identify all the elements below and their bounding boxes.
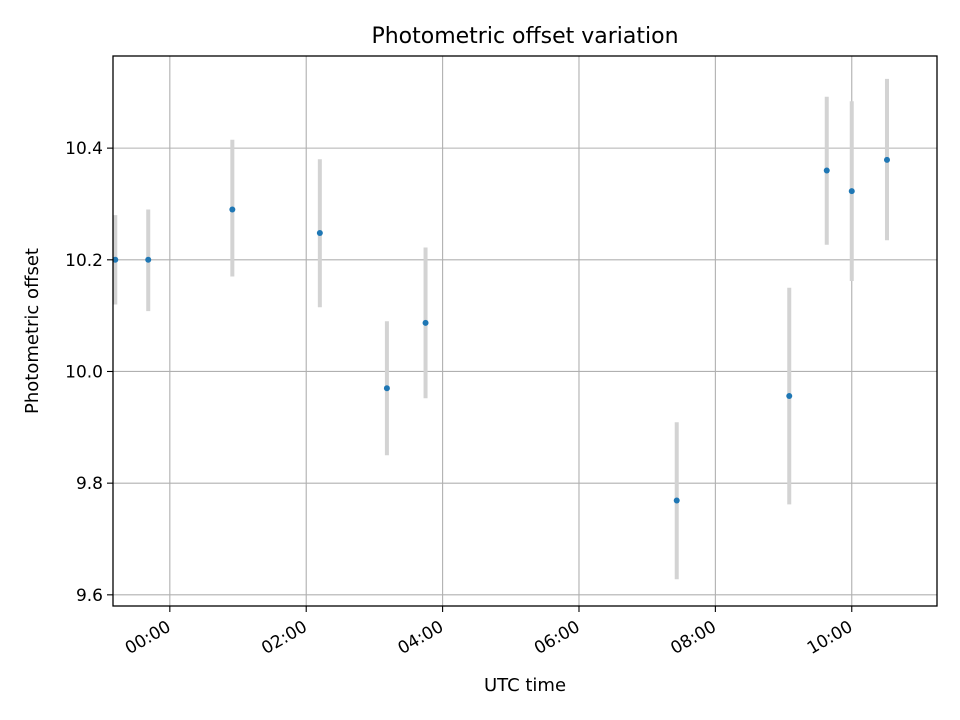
data-point [316, 230, 323, 237]
data-point [229, 206, 236, 213]
y-axis-label: Photometric offset [22, 248, 43, 414]
data-point [383, 385, 390, 392]
chart-title: Photometric offset variation [371, 24, 678, 49]
y-tick-label: 10.0 [65, 362, 103, 382]
data-point [883, 156, 890, 163]
data-point [673, 497, 680, 504]
plot-frame [112, 55, 938, 607]
data-point [422, 319, 429, 326]
data-point [848, 188, 855, 195]
data-point [112, 256, 119, 263]
y-tick-label: 9.8 [76, 474, 103, 494]
y-tick-label: 9.6 [76, 586, 103, 606]
y-tick-label: 10.2 [65, 251, 103, 271]
x-axis-label: UTC time [484, 675, 566, 696]
data-point [145, 256, 152, 263]
data-points [112, 156, 890, 504]
data-point [823, 167, 830, 174]
y-tick-label: 10.4 [65, 139, 103, 159]
y-axis-ticks: 9.6 9.8 10.0 10.2 10.4 [65, 139, 113, 606]
data-point [786, 393, 793, 400]
